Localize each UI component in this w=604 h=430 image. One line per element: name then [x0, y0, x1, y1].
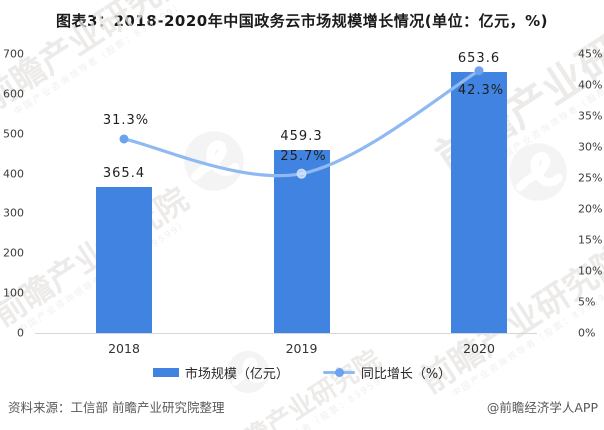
line-swatch-icon [322, 368, 355, 377]
legend-item-growth: 同比增长（%） [322, 363, 452, 382]
left-axis-tick: 100 [3, 286, 24, 300]
bar-value-label: 365.4 [102, 166, 146, 182]
right-axis-tick: 15% [578, 233, 603, 247]
bar-swatch-icon [152, 368, 179, 377]
right-axis-tick: 0% [578, 326, 596, 340]
right-axis-tick: 45% [578, 47, 603, 61]
market-size-bar [96, 187, 152, 333]
line-value-label: 31.3% [102, 112, 150, 128]
left-axis-tick: 700 [3, 47, 24, 61]
right-axis-tick: 20% [578, 202, 603, 216]
legend-label: 同比增长（%） [360, 367, 452, 382]
watermark-logo-icon [509, 143, 567, 201]
right-axis-tick: 10% [578, 264, 603, 278]
x-axis-line [35, 333, 537, 334]
source-note: 资料来源：工信部 前瞻产业研究院整理 [8, 400, 225, 415]
app-credit: @前瞻经济学人APP [486, 400, 598, 415]
left-axis-tick: 600 [3, 87, 24, 101]
left-axis-tick: 400 [3, 167, 24, 181]
x-axis-category: 2018 [108, 341, 140, 356]
left-axis-tick: 200 [3, 246, 24, 260]
x-axis-category: 2019 [285, 341, 318, 356]
line-value-label: 42.3% [457, 82, 505, 98]
right-axis-tick: 5% [578, 295, 596, 309]
chart-legend: 市场规模（亿元） 同比增长（%） [0, 363, 604, 382]
market-size-bar [273, 149, 330, 333]
watermark-text: 前瞻产业研究院中国产业咨询领导者（股票：839599） [413, 238, 604, 402]
market-size-bar [451, 72, 507, 333]
bar-value-label: 653.6 [457, 51, 501, 67]
legend-label: 市场规模（亿元） [184, 367, 289, 382]
line-value-label: 25.7% [280, 148, 327, 164]
right-axis-tick: 40% [578, 78, 603, 92]
chart-title: 图表3：2018-2020年中国政务云市场规模增长情况(单位：亿元，%) [56, 12, 548, 30]
right-axis-tick: 25% [578, 171, 603, 185]
growth-line-marker [119, 134, 129, 144]
left-axis-tick: 300 [3, 206, 24, 220]
left-axis-tick: 500 [3, 127, 24, 141]
legend-item-market-size: 市场规模（亿元） [152, 363, 289, 382]
left-axis-tick: 0 [17, 326, 24, 340]
x-axis-category: 2020 [463, 341, 495, 356]
right-axis-tick: 35% [578, 109, 603, 123]
watermark-logo-icon [184, 131, 244, 191]
right-axis-tick: 30% [578, 140, 603, 154]
bar-value-label: 459.3 [280, 128, 323, 144]
